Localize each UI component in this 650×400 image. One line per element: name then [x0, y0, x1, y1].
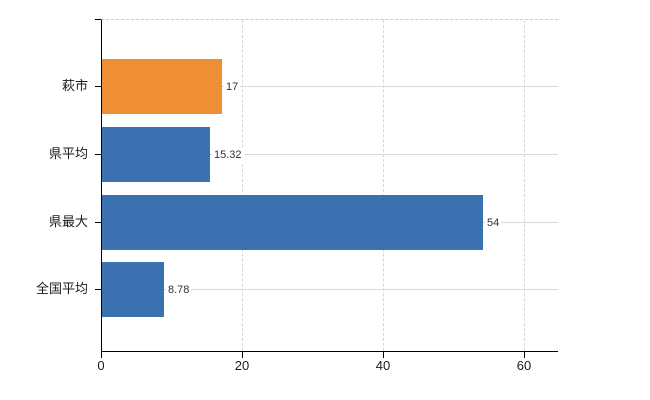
plot-area: 17 15.32 54 8.78	[101, 19, 558, 352]
y-axis-tick	[95, 222, 101, 223]
plot-grid-and-bars: 17 15.32 54 8.78	[102, 20, 558, 351]
bar-value-label: 15.32	[212, 148, 244, 162]
bar-value-label: 54	[485, 216, 502, 230]
x-tick-label: 0	[97, 358, 105, 373]
bar-4	[102, 262, 164, 317]
category-label: 県平均	[48, 146, 88, 161]
x-tick-label: 40	[375, 358, 391, 373]
horizontal-gridline	[102, 289, 558, 290]
bar-value-label: 17	[224, 80, 241, 94]
vertical-gridline	[383, 20, 384, 351]
bar-3	[102, 195, 483, 250]
x-axis-tick	[242, 352, 243, 358]
x-axis-tick	[101, 352, 102, 358]
vertical-gridline	[524, 20, 525, 351]
horizontal-gridline	[102, 86, 558, 87]
category-label: 県最大	[48, 214, 88, 229]
y-axis-tick	[95, 289, 101, 290]
category-label: 全国平均	[35, 281, 88, 296]
bar-1	[102, 59, 222, 114]
horizontal-gridline	[102, 154, 558, 155]
y-axis-tick	[95, 154, 101, 155]
bar-value-label: 8.78	[166, 283, 192, 297]
x-axis-tick	[383, 352, 384, 358]
x-tick-label: 60	[516, 358, 532, 373]
x-axis-tick	[524, 352, 525, 358]
category-label: 萩市	[61, 78, 88, 93]
vertical-gridline	[242, 20, 243, 351]
y-axis-top-tick	[95, 19, 101, 20]
x-tick-label: 20	[234, 358, 250, 373]
bar-2	[102, 127, 210, 182]
y-axis-tick	[95, 86, 101, 87]
